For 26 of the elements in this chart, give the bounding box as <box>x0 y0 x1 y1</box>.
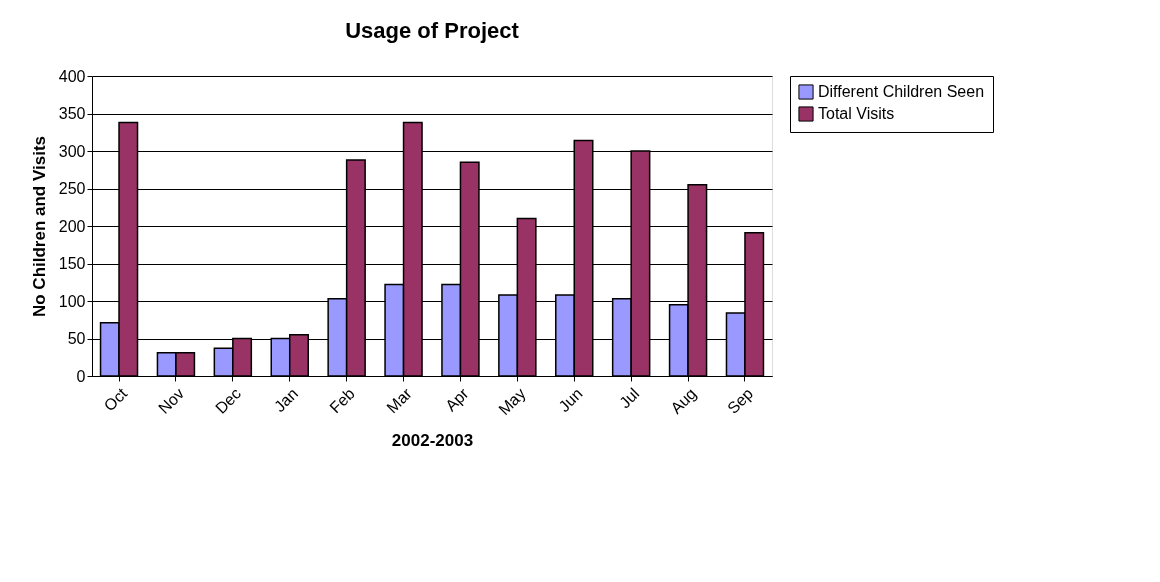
x-tick-label: May <box>495 384 529 419</box>
x-tick-label: Feb <box>326 384 359 417</box>
y-axis-title: No Children and Visits <box>29 135 49 318</box>
legend-label: Different Children Seen <box>818 83 985 100</box>
y-tick-label: 200 <box>58 217 86 235</box>
x-tick-label: Aug <box>667 384 700 417</box>
x-tick-label: Jan <box>270 384 302 416</box>
y-tick-label: 0 <box>76 367 86 385</box>
y-tick-label: 150 <box>58 255 86 272</box>
x-tick-label: Jul <box>615 384 643 412</box>
x-tick-label: Sep <box>724 384 757 417</box>
x-tick-label: Apr <box>442 384 473 415</box>
x-tick-label: Mar <box>383 384 416 417</box>
x-tick-label: Oct <box>100 384 131 415</box>
y-tick-label: 100 <box>58 292 86 310</box>
y-tick-label: 50 <box>67 330 86 347</box>
x-tick-label: Dec <box>212 384 245 417</box>
y-tick-label: 400 <box>58 67 86 85</box>
x-axis-title: 2002-2003 <box>391 431 474 451</box>
legend-label: Total Visits <box>818 105 895 122</box>
y-tick-label: 300 <box>58 142 86 160</box>
y-tick-label: 350 <box>58 105 86 122</box>
chart-title: Usage of Project <box>345 18 520 43</box>
x-tick-label: Jun <box>555 384 586 416</box>
x-tick-label: Nov <box>155 384 188 417</box>
y-tick-label: 250 <box>58 180 86 197</box>
